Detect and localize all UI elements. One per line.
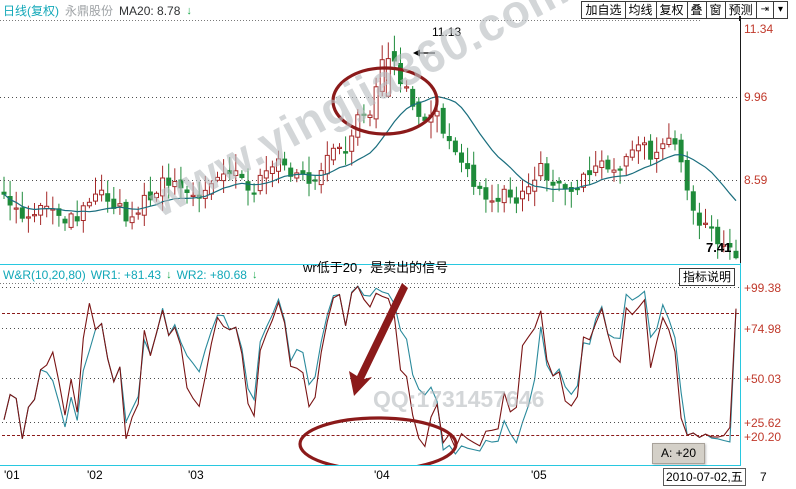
price-gridline-859	[0, 180, 740, 181]
wr1-value-label: WR1: +81.43	[90, 267, 162, 282]
period-label[interactable]: 日线(复权)	[3, 3, 59, 18]
sell-signal-arrow-icon	[349, 283, 408, 396]
window-button[interactable]: 窗	[705, 1, 725, 19]
sell-signal-annotation: wr低于20，是卖出的信号	[303, 260, 449, 275]
oversold-highlight-ellipse	[298, 416, 458, 465]
wr1-line	[3, 285, 737, 450]
indicator-title-label: W&R(10,20,80)	[3, 267, 86, 282]
price-axis-label-low: 8.59	[744, 173, 768, 187]
x-axis-tick-04: '04	[374, 468, 390, 482]
last-price-label: 7.41	[706, 240, 732, 255]
indicator-axis-labels: +99.38 +74.98 +50.03 +25.62 +20.20	[744, 265, 796, 465]
price-axis-label-mid: 9.96	[744, 90, 768, 104]
last-price-marker-arrow-icon	[713, 262, 739, 264]
chart-header: 日线(复权) 永鼎股份 MA20: 8.78 ↓ 加自选 均线 复权 叠 窗 预…	[0, 0, 796, 21]
wr2-line	[3, 285, 737, 455]
indicator-gridline-9938	[2, 287, 739, 288]
indicator-pane-bottom-border	[0, 464, 741, 466]
indicator-pane-right-border	[739, 265, 741, 465]
x-axis-tick-02: '02	[87, 468, 103, 482]
wr2-value-label: WR2: +80.68	[176, 267, 247, 282]
indicator-axis-label-2562: +25.62	[744, 416, 782, 430]
indicator-header: W&R(10,20,80) WR1: +81.43 ↓ WR2: +80.68 …	[3, 267, 257, 282]
adjusted-price-button[interactable]: 复权	[655, 1, 687, 19]
indicator-axis-label-2020: +20.20	[744, 430, 782, 444]
rally-highlight-ellipse	[331, 66, 439, 136]
header-info: 日线(复权) 永鼎股份 MA20: 8.78 ↓	[3, 2, 192, 19]
indicator-reference-line-20	[2, 435, 739, 436]
x-axis-trailing-label: 7	[760, 470, 767, 484]
indicator-reference-line-80	[2, 313, 739, 314]
jump-to-latest-icon[interactable]: ⇥	[755, 1, 773, 19]
price-gridline-996	[0, 97, 740, 98]
indicator-axis-label-9938: +99.38	[744, 281, 782, 295]
crosshair-value-tooltip: A: +20	[652, 443, 706, 464]
x-axis-tick-03: '03	[188, 468, 204, 482]
indicator-header-divider	[0, 283, 700, 284]
current-date-box: 2010-07-02,五	[663, 468, 746, 486]
ma20-value-label: MA20: 8.78	[119, 3, 181, 18]
ma20-down-arrow-icon: ↓	[186, 4, 192, 17]
price-axis-label-max: 11.34	[744, 22, 774, 36]
williams-r-series	[3, 285, 737, 455]
chevron-down-icon[interactable]: ▾	[772, 1, 788, 19]
add-to-watchlist-button[interactable]: 加自选	[581, 1, 625, 19]
price-pane-right-border	[739, 16, 741, 264]
candlestick-series	[1, 35, 739, 260]
moving-average-button[interactable]: 均线	[624, 1, 656, 19]
stock-name-label: 永鼎股份	[65, 3, 114, 18]
x-axis-tick-05: '05	[531, 468, 547, 482]
header-divider	[0, 20, 700, 21]
x-axis-tick-01: '01	[4, 468, 20, 482]
overlay-button[interactable]: 叠	[686, 1, 706, 19]
peak-price-label: 11.13	[432, 25, 462, 39]
peak-marker-arrow-icon	[413, 49, 435, 57]
wr1-down-arrow-icon: ↓	[166, 268, 172, 281]
x-axis: '01 '02 '03 '04 '05 '06	[0, 466, 796, 489]
ma20-line	[3, 95, 737, 213]
chart-toolbar: 加自选 均线 复权 叠 窗 预测 ⇥ ▾	[581, 1, 788, 19]
indicator-axis-label-5003: +50.03	[744, 372, 782, 386]
price-chart-pane[interactable]	[0, 21, 740, 264]
indicator-description-button[interactable]: 指标说明	[679, 268, 736, 286]
forecast-button[interactable]: 预测	[724, 1, 756, 19]
indicator-gridline-7498	[2, 328, 739, 329]
indicator-axis-label-7498: +74.98	[744, 322, 782, 336]
price-axis-labels: 11.34 9.96 8.59	[744, 21, 796, 264]
indicator-gridline-2562	[2, 422, 739, 423]
wr2-down-arrow-icon: ↓	[251, 268, 258, 281]
price-pane-bottom-border	[0, 263, 741, 265]
